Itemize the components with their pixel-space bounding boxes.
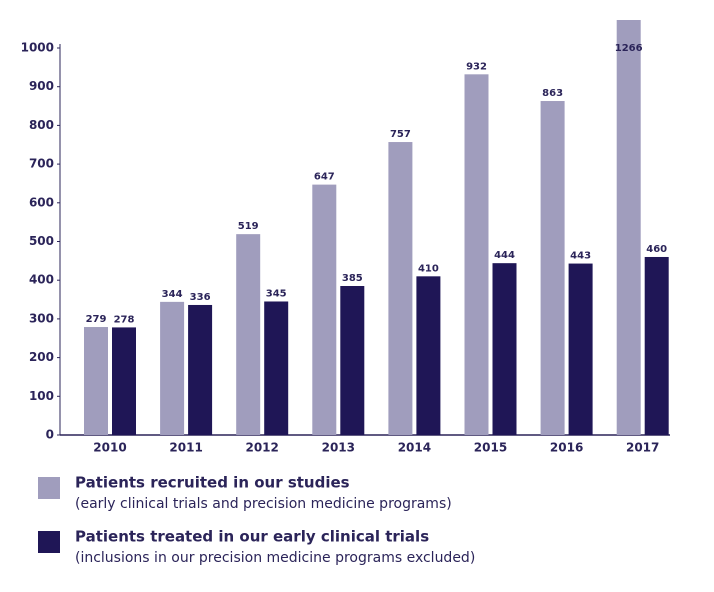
- value-label: 757: [390, 129, 411, 140]
- legend-label: Patients treated in our early clinical t…: [75, 528, 429, 546]
- value-label: 863: [542, 88, 563, 99]
- bar: [416, 276, 441, 435]
- x-tick-label: 2011: [169, 441, 202, 455]
- x-tick-label: 2013: [322, 441, 355, 455]
- value-label: 385: [342, 273, 363, 284]
- value-label: 410: [418, 263, 439, 274]
- value-label: 345: [266, 288, 287, 299]
- legend-swatch: [38, 531, 60, 553]
- legend-note: (inclusions in our precision medicine pr…: [75, 550, 475, 566]
- y-tick-label: 100: [29, 389, 54, 403]
- value-label: 444: [494, 250, 515, 261]
- bar: [236, 234, 261, 435]
- value-label: 336: [190, 292, 211, 303]
- x-tick-label: 2016: [550, 441, 583, 455]
- legend-swatch: [38, 477, 60, 499]
- y-tick-label: 1000: [21, 41, 54, 55]
- x-tick-label: 2010: [93, 441, 126, 455]
- value-label: 443: [570, 251, 591, 262]
- value-label: 460: [646, 244, 667, 255]
- bar: [388, 142, 413, 435]
- y-tick-label: 800: [29, 118, 54, 132]
- value-label: 932: [466, 61, 487, 72]
- x-tick-label: 2017: [626, 441, 659, 455]
- y-tick-label: 300: [29, 311, 54, 325]
- bar: [188, 304, 213, 435]
- bar: [112, 327, 136, 435]
- value-label: 279: [86, 314, 107, 325]
- y-tick-label: 0: [46, 428, 54, 442]
- bar: [464, 74, 489, 435]
- value-label: 344: [162, 289, 183, 300]
- legend-note: (early clinical trials and precision med…: [75, 496, 452, 512]
- bar: [568, 263, 593, 435]
- bar: [540, 101, 565, 436]
- bar: [160, 301, 185, 435]
- bar: [340, 286, 365, 435]
- bar: [312, 184, 337, 435]
- y-tick-label: 400: [29, 273, 54, 287]
- x-tick-label: 2012: [245, 441, 278, 455]
- bars: [84, 20, 669, 436]
- y-tick-label: 700: [29, 157, 54, 171]
- bar: [644, 256, 669, 435]
- value-label: 519: [238, 221, 259, 232]
- y-tick-label: 600: [29, 195, 54, 209]
- y-tick-label: 500: [29, 234, 54, 248]
- bar: [264, 301, 289, 435]
- x-tick-label: 2014: [398, 441, 431, 455]
- legend-label: Patients recruited in our studies: [75, 474, 350, 492]
- x-tick-label: 2015: [474, 441, 507, 455]
- y-tick-label: 900: [29, 79, 54, 93]
- bar: [84, 327, 108, 435]
- value-label: 278: [114, 314, 135, 325]
- value-label: 647: [314, 172, 335, 183]
- value-label: 1266: [615, 43, 643, 54]
- bar: [616, 20, 641, 436]
- bar: [492, 263, 517, 435]
- y-tick-label: 200: [29, 350, 54, 364]
